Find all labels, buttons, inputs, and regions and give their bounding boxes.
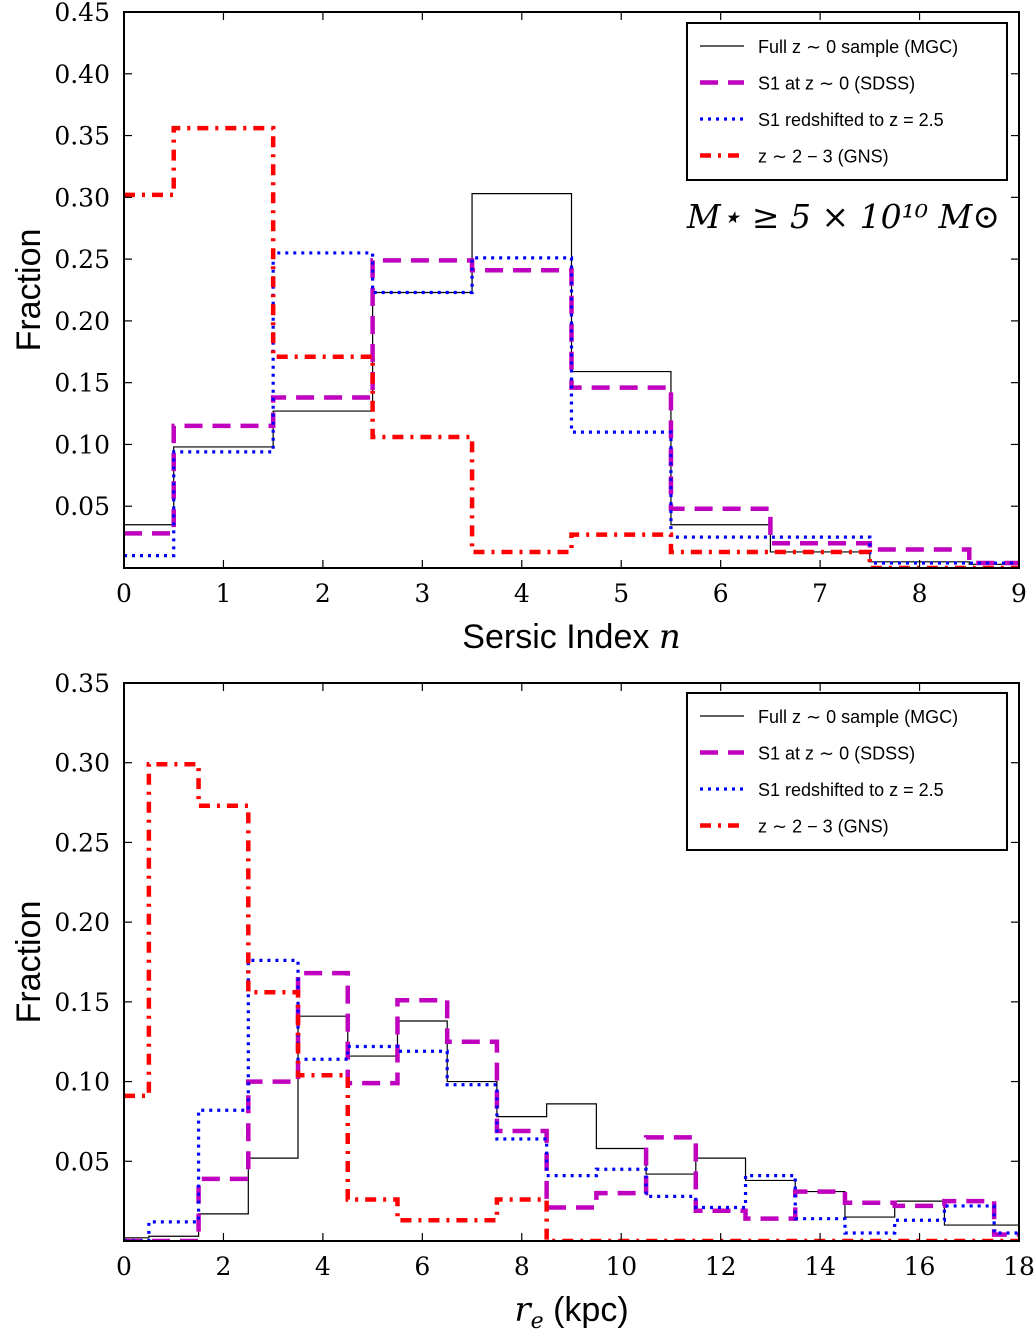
x-tick-label: 9 bbox=[1011, 579, 1027, 608]
chart-sersic-index: 0 1 2 3 4 5 6 7 8 9 0.05 0.10 0.15 0.20 0.25 0.30 0.35 0.… bbox=[10, 0, 1027, 657]
x-tick-label: 16 bbox=[904, 1252, 936, 1281]
x-tick-label: 0 bbox=[116, 1252, 132, 1281]
plot-frame bbox=[123, 11, 1020, 569]
legend-label-mgc: Full z ∼ 0 sample (MGC) bbox=[758, 707, 958, 727]
x-tick-label: 5 bbox=[613, 579, 629, 608]
legend-label-sdss: S1 at z ∼ 0 (SDSS) bbox=[758, 744, 915, 764]
legend: Full z ∼ 0 sample (MGC) S1 at z ∼ 0 (SDSS… bbox=[686, 692, 1008, 851]
series-line-s1z25 bbox=[124, 251, 1019, 565]
x-tick-label: 7 bbox=[812, 579, 828, 608]
legend-label-gns: z ∼ 2 − 3 (GNS) bbox=[758, 147, 889, 167]
legend-label-s1z25: S1 redshifted to z = 2.5 bbox=[758, 110, 944, 130]
x-tick-label: 6 bbox=[713, 579, 729, 608]
plot-frame bbox=[123, 682, 1020, 1242]
series-line-sdss bbox=[124, 258, 1019, 566]
series-line-sdss bbox=[124, 970, 1019, 1241]
y-tick-label: 0.45 bbox=[54, 0, 110, 27]
x-tick-label: 0 bbox=[116, 579, 132, 608]
x-tick-label: 8 bbox=[912, 579, 928, 608]
legend-box bbox=[686, 22, 1008, 181]
legend-label-s1z25: S1 redshifted to z = 2.5 bbox=[758, 780, 944, 800]
y-tick-label: 0.35 bbox=[54, 669, 110, 698]
x-axis-label: re (kpc) bbox=[514, 1290, 628, 1334]
series-line-gns bbox=[124, 125, 1019, 568]
x-tick-label: 12 bbox=[705, 1252, 737, 1281]
x-axis-label: Sersic Index n bbox=[462, 617, 680, 657]
y-tick-label: 0.15 bbox=[54, 988, 110, 1017]
y-tick-label: 0.20 bbox=[54, 908, 110, 937]
x-tick-label: 14 bbox=[804, 1252, 836, 1281]
y-tick-label: 0.40 bbox=[54, 60, 110, 89]
y-axis-label: Fraction bbox=[10, 901, 48, 1024]
x-tick-label: 4 bbox=[315, 1252, 331, 1281]
x-tick-label: 2 bbox=[315, 579, 331, 608]
x-tick-label: 18 bbox=[1003, 1252, 1035, 1281]
x-tick-label: 4 bbox=[514, 579, 530, 608]
y-tick-label: 0.25 bbox=[54, 828, 110, 857]
legend-label-sdss: S1 at z ∼ 0 (SDSS) bbox=[758, 74, 915, 94]
series-group bbox=[124, 125, 1019, 568]
series-line-s1z25 bbox=[124, 958, 1019, 1241]
x-tick-label: 6 bbox=[414, 1252, 430, 1281]
y-tick-label: 0.05 bbox=[54, 1147, 110, 1176]
y-tick-label: 0.15 bbox=[54, 369, 110, 398]
chart-effective-radius: 0 2 4 6 8 10 12 14 16 18 0.05 0.10 0.15 0.20 0.25 0.30 0… bbox=[10, 669, 1035, 1334]
y-tick-label: 0.10 bbox=[54, 430, 110, 459]
legend-box bbox=[686, 692, 1008, 851]
legend-label-mgc: Full z ∼ 0 sample (MGC) bbox=[758, 37, 958, 57]
x-tick-label: 8 bbox=[514, 1252, 530, 1281]
x-tick-label: 3 bbox=[414, 579, 430, 608]
series-line-mgc bbox=[124, 1015, 1019, 1239]
x-tick-label: 2 bbox=[215, 1252, 231, 1281]
y-tick-label: 0.25 bbox=[54, 245, 110, 274]
y-axis-label: Fraction bbox=[10, 229, 48, 352]
legend: Full z ∼ 0 sample (MGC) S1 at z ∼ 0 (SDSS… bbox=[686, 22, 1008, 181]
series-group bbox=[124, 762, 1019, 1241]
y-tick-label: 0.35 bbox=[54, 122, 110, 151]
x-tick-label: 1 bbox=[215, 579, 231, 608]
mass-annotation: M⋆ ≥ 5 × 10¹⁰ M⊙ bbox=[686, 197, 1000, 236]
y-tick-label: 0.05 bbox=[54, 492, 110, 521]
y-tick-label: 0.30 bbox=[54, 183, 110, 212]
legend-label-gns: z ∼ 2 − 3 (GNS) bbox=[758, 817, 889, 837]
y-tick-label: 0.10 bbox=[54, 1068, 110, 1097]
y-tick-label: 0.20 bbox=[54, 307, 110, 336]
x-tick-label: 10 bbox=[605, 1252, 637, 1281]
y-tick-label: 0.30 bbox=[54, 749, 110, 778]
